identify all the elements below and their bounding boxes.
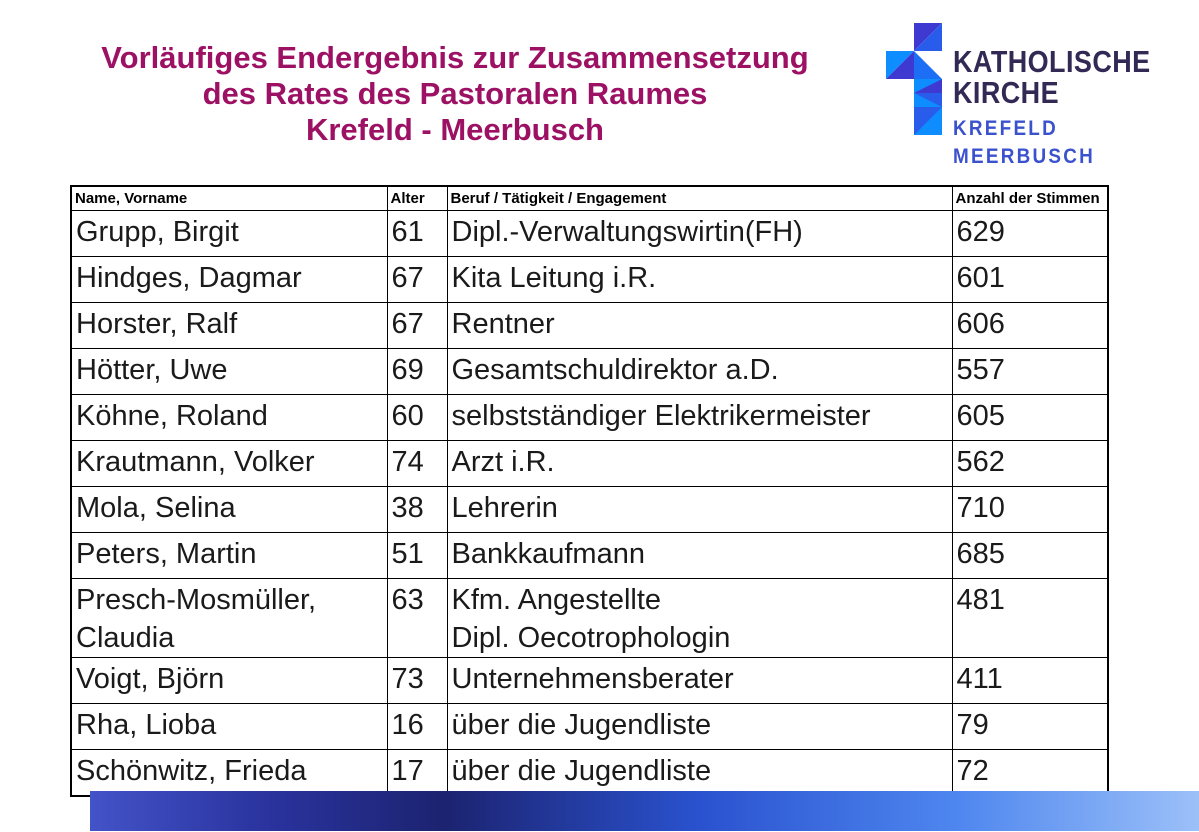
cell-alter: 63 (386, 578, 448, 658)
table-row: Krautmann, Volker 74 Arzt i.R. 562 (70, 440, 1109, 487)
cell-name: Mola, Selina (70, 486, 388, 533)
page-title-line-2: des Rates des Pastoralen Raumes (202, 76, 708, 111)
cell-alter: 67 (386, 302, 448, 349)
header-stimmen: Anzahl der Stimmen (951, 185, 1109, 211)
cell-stimmen: 72 (951, 749, 1109, 797)
cell-alter: 51 (386, 532, 448, 579)
results-table: Name, Vorname Alter Beruf / Tätigkeit / … (70, 185, 1109, 797)
table-row: Rha, Lioba 16 über die Jugendliste 79 (70, 703, 1109, 750)
header-beruf: Beruf / Tätigkeit / Engagement (446, 185, 953, 211)
cell-name: Köhne, Roland (70, 394, 388, 441)
cell-alter: 61 (386, 210, 448, 257)
page-title-line-1: Vorläufiges Endergebnis zur Zusammensetz… (101, 40, 809, 75)
cell-beruf: selbstständiger Elektrikermeister (446, 394, 953, 441)
cell-alter: 60 (386, 394, 448, 441)
cell-name: Peters, Martin (70, 532, 388, 579)
cell-stimmen: 79 (951, 703, 1109, 750)
cell-stimmen: 601 (951, 256, 1109, 303)
page-title: Vorläufiges Endergebnis zur Zusammensetz… (30, 40, 880, 148)
cell-name: Schönwitz, Frieda (70, 749, 388, 797)
cell-stimmen: 562 (951, 440, 1109, 487)
table-header-row: Name, Vorname Alter Beruf / Tätigkeit / … (70, 185, 1109, 211)
cell-alter: 73 (386, 657, 448, 704)
header-alter: Alter (386, 185, 448, 211)
cell-beruf: Lehrerin (446, 486, 953, 533)
cell-alter: 67 (386, 256, 448, 303)
cell-alter: 16 (386, 703, 448, 750)
cell-alter: 69 (386, 348, 448, 395)
cell-stimmen: 605 (951, 394, 1109, 441)
header-name: Name, Vorname (70, 185, 388, 211)
cell-beruf: Rentner (446, 302, 953, 349)
table-row: Horster, Ralf 67 Rentner 606 (70, 302, 1109, 349)
church-cross-icon (886, 23, 942, 135)
table-row: Peters, Martin 51 Bankkaufmann 685 (70, 532, 1109, 579)
cell-stimmen: 481 (951, 578, 1109, 658)
cell-beruf: Kita Leitung i.R. (446, 256, 953, 303)
cell-alter: 74 (386, 440, 448, 487)
logo-text: KATHOLISCHE KIRCHE KREFELD MEERBUSCH (953, 46, 1180, 169)
cell-stimmen: 685 (951, 532, 1109, 579)
cell-stimmen: 606 (951, 302, 1109, 349)
cell-stimmen: 557 (951, 348, 1109, 395)
cell-name: Voigt, Björn (70, 657, 388, 704)
cell-stimmen: 710 (951, 486, 1109, 533)
cell-name: Hötter, Uwe (70, 348, 388, 395)
table-row: Schönwitz, Frieda 17 über die Jugendlist… (70, 749, 1109, 797)
table-row: Köhne, Roland 60 selbstständiger Elektri… (70, 394, 1109, 441)
table-row: Presch-Mosmüller, Claudia 63 Kfm. Angest… (70, 578, 1109, 658)
cell-name: Krautmann, Volker (70, 440, 388, 487)
cell-stimmen: 629 (951, 210, 1109, 257)
table-row: Grupp, Birgit 61 Dipl.-Verwaltungswirtin… (70, 210, 1109, 257)
cell-beruf: Dipl.-Verwaltungswirtin(FH) (446, 210, 953, 257)
cell-beruf: über die Jugendliste (446, 749, 953, 797)
cell-name: Rha, Lioba (70, 703, 388, 750)
cell-stimmen: 411 (951, 657, 1109, 704)
logo-org-line-2: KIRCHE (953, 75, 1060, 110)
page-title-line-3: Krefeld - Meerbusch (305, 112, 604, 147)
cell-beruf: Bankkaufmann (446, 532, 953, 579)
cell-beruf: Arzt i.R. (446, 440, 953, 487)
logo-org-line-1: KATHOLISCHE (953, 44, 1151, 79)
footer-gradient-bar (90, 791, 1199, 831)
cell-beruf: Gesamtschuldirektor a.D. (446, 348, 953, 395)
katholische-kirche-logo: KATHOLISCHE KIRCHE KREFELD MEERBUSCH (886, 16, 1186, 168)
cell-beruf: Unternehmensberater (446, 657, 953, 704)
cell-alter: 38 (386, 486, 448, 533)
cell-beruf: Kfm. Angestellte Dipl. Oecotrophologin (446, 578, 953, 658)
table-row: Hindges, Dagmar 67 Kita Leitung i.R. 601 (70, 256, 1109, 303)
cell-alter: 17 (386, 749, 448, 797)
logo-region-line-1: KREFELD (953, 117, 1059, 140)
table-row: Hötter, Uwe 69 Gesamtschuldirektor a.D. … (70, 348, 1109, 395)
logo-region-line-2: MEERBUSCH (953, 145, 1096, 168)
cell-name: Grupp, Birgit (70, 210, 388, 257)
cell-beruf: über die Jugendliste (446, 703, 953, 750)
cell-name: Horster, Ralf (70, 302, 388, 349)
table-row: Voigt, Björn 73 Unternehmensberater 411 (70, 657, 1109, 704)
cell-name: Hindges, Dagmar (70, 256, 388, 303)
cell-name: Presch-Mosmüller, Claudia (70, 578, 388, 658)
table-row: Mola, Selina 38 Lehrerin 710 (70, 486, 1109, 533)
